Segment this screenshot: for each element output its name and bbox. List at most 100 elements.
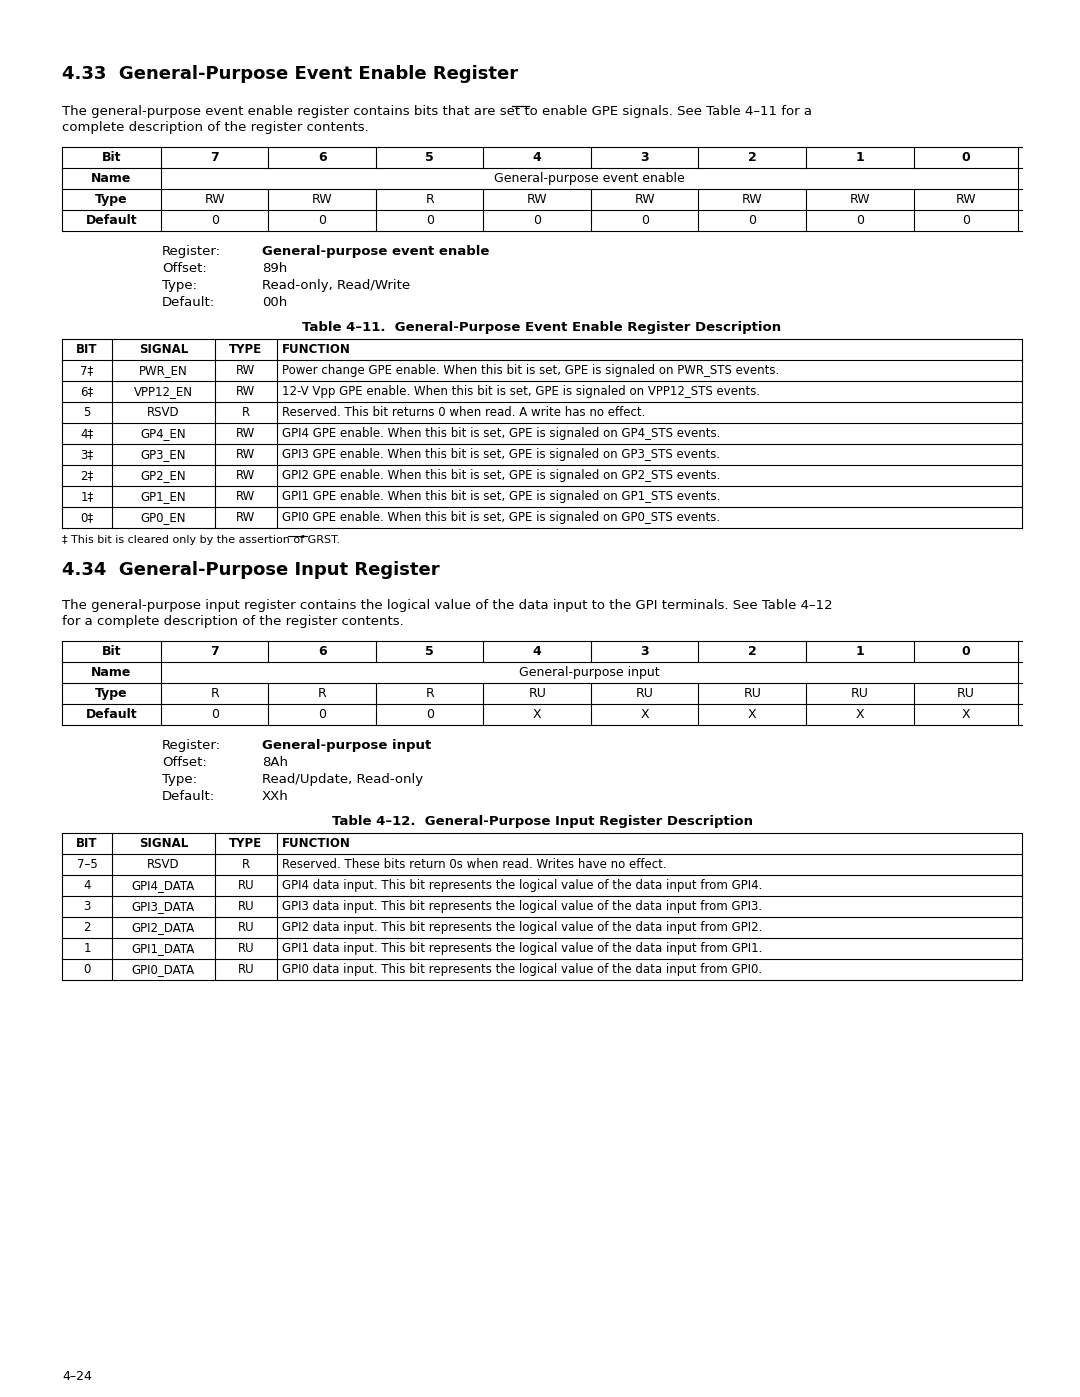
Text: 3: 3: [640, 645, 649, 658]
Text: 0: 0: [962, 214, 970, 226]
Text: 0: 0: [319, 214, 326, 226]
Text: 4‡: 4‡: [80, 427, 94, 440]
Text: 4.33  General-Purpose Event Enable Register: 4.33 General-Purpose Event Enable Regist…: [62, 66, 518, 82]
Text: 89h: 89h: [262, 263, 287, 275]
Text: R: R: [242, 858, 249, 870]
Text: 0: 0: [426, 708, 434, 721]
Text: 0: 0: [83, 963, 91, 977]
Text: GP2_EN: GP2_EN: [140, 469, 186, 482]
Text: VPP12_EN: VPP12_EN: [134, 386, 192, 398]
Text: GPI0 GPE enable. When this bit is set, GPE is signaled on GP0_STS events.: GPI0 GPE enable. When this bit is set, G…: [282, 511, 720, 524]
Text: 5: 5: [83, 407, 91, 419]
Text: 3: 3: [83, 900, 91, 914]
Text: GPI1 data input. This bit represents the logical value of the data input from GP: GPI1 data input. This bit represents the…: [282, 942, 762, 956]
Text: General-purpose event enable: General-purpose event enable: [262, 244, 489, 258]
Text: X: X: [748, 708, 757, 721]
Text: GPI0_DATA: GPI0_DATA: [132, 963, 194, 977]
Text: RSVD: RSVD: [147, 858, 179, 870]
Text: R: R: [318, 687, 326, 700]
Text: R: R: [426, 193, 434, 205]
Text: Reserved. These bits return 0s when read. Writes have no effect.: Reserved. These bits return 0s when read…: [282, 858, 666, 870]
Text: Default:: Default:: [162, 296, 215, 309]
Text: RW: RW: [237, 511, 256, 524]
Text: 5: 5: [426, 151, 434, 163]
Text: RU: RU: [528, 687, 546, 700]
Text: RW: RW: [312, 193, 333, 205]
Text: BIT: BIT: [77, 344, 97, 356]
Text: 3: 3: [640, 151, 649, 163]
Text: Table 4–12.  General-Purpose Input Register Description: Table 4–12. General-Purpose Input Regist…: [332, 814, 753, 828]
Text: Name: Name: [91, 172, 132, 184]
Text: RU: RU: [743, 687, 761, 700]
Text: 0: 0: [534, 214, 541, 226]
Text: Type: Type: [95, 193, 127, 205]
Text: 2‡: 2‡: [80, 469, 94, 482]
Text: Default: Default: [85, 214, 137, 226]
Text: X: X: [855, 708, 864, 721]
Text: RU: RU: [636, 687, 653, 700]
Text: 0: 0: [748, 214, 756, 226]
Text: Power change GPE enable. When this bit is set, GPE is signaled on PWR_STS events: Power change GPE enable. When this bit i…: [282, 365, 780, 377]
Text: 1: 1: [855, 151, 864, 163]
Text: GPI3 GPE enable. When this bit is set, GPE is signaled on GP3_STS events.: GPI3 GPE enable. When this bit is set, G…: [282, 448, 720, 461]
Text: BIT: BIT: [77, 837, 97, 849]
Text: 2: 2: [747, 645, 757, 658]
Text: Register:: Register:: [162, 244, 221, 258]
Text: Default:: Default:: [162, 789, 215, 803]
Text: 1‡: 1‡: [80, 490, 94, 503]
Text: GPI1_DATA: GPI1_DATA: [132, 942, 194, 956]
Text: 0: 0: [961, 151, 970, 163]
Text: GPI4 data input. This bit represents the logical value of the data input from GP: GPI4 data input. This bit represents the…: [282, 879, 762, 893]
Text: Type:: Type:: [162, 773, 197, 787]
Text: Bit: Bit: [102, 151, 121, 163]
Text: 2: 2: [747, 151, 757, 163]
Text: Bit: Bit: [102, 645, 121, 658]
Text: FUNCTION: FUNCTION: [282, 837, 351, 849]
Text: XXh: XXh: [262, 789, 288, 803]
Text: The general-purpose event enable register contains bits that are set to enable G: The general-purpose event enable registe…: [62, 105, 812, 117]
Text: GPI2 GPE enable. When this bit is set, GPE is signaled on GP2_STS events.: GPI2 GPE enable. When this bit is set, G…: [282, 469, 720, 482]
Text: RU: RU: [238, 879, 254, 893]
Text: GP3_EN: GP3_EN: [140, 448, 186, 461]
Text: 3‡: 3‡: [80, 448, 94, 461]
Text: Offset:: Offset:: [162, 263, 206, 275]
Text: GPI3 data input. This bit represents the logical value of the data input from GP: GPI3 data input. This bit represents the…: [282, 900, 762, 914]
Text: 0: 0: [426, 214, 434, 226]
Text: 4: 4: [532, 151, 541, 163]
Text: RW: RW: [204, 193, 225, 205]
Text: 0: 0: [961, 645, 970, 658]
Text: TYPE: TYPE: [229, 837, 262, 849]
Text: Read/Update, Read-only: Read/Update, Read-only: [262, 773, 423, 787]
Text: GPI4_DATA: GPI4_DATA: [132, 879, 194, 893]
Text: Reserved. This bit returns 0 when read. A write has no effect.: Reserved. This bit returns 0 when read. …: [282, 407, 646, 419]
Text: 0‡: 0‡: [80, 511, 94, 524]
Text: GPI0 data input. This bit represents the logical value of the data input from GP: GPI0 data input. This bit represents the…: [282, 963, 762, 977]
Text: RU: RU: [238, 963, 254, 977]
Text: GPI4 GPE enable. When this bit is set, GPE is signaled on GP4_STS events.: GPI4 GPE enable. When this bit is set, G…: [282, 427, 720, 440]
Text: 4–24: 4–24: [62, 1370, 92, 1383]
Text: 5: 5: [426, 645, 434, 658]
Text: 6: 6: [318, 645, 326, 658]
Text: 7: 7: [211, 645, 219, 658]
Text: TYPE: TYPE: [229, 344, 262, 356]
Text: 00h: 00h: [262, 296, 287, 309]
Text: GPI2 data input. This bit represents the logical value of the data input from GP: GPI2 data input. This bit represents the…: [282, 921, 762, 935]
Text: 4: 4: [83, 879, 91, 893]
Text: 0: 0: [211, 214, 218, 226]
Text: GP4_EN: GP4_EN: [140, 427, 186, 440]
Text: 0: 0: [211, 708, 218, 721]
Text: Default: Default: [85, 708, 137, 721]
Text: RSVD: RSVD: [147, 407, 179, 419]
Text: Offset:: Offset:: [162, 756, 206, 768]
Text: General-purpose input: General-purpose input: [519, 666, 660, 679]
Text: RW: RW: [237, 490, 256, 503]
Text: R: R: [211, 687, 219, 700]
Text: SIGNAL: SIGNAL: [138, 837, 188, 849]
Text: RU: RU: [238, 900, 254, 914]
Text: RW: RW: [237, 365, 256, 377]
Text: RW: RW: [634, 193, 656, 205]
Text: RW: RW: [527, 193, 548, 205]
Text: for a complete description of the register contents.: for a complete description of the regist…: [62, 615, 404, 629]
Text: 7–5: 7–5: [77, 858, 97, 870]
Text: X: X: [532, 708, 541, 721]
